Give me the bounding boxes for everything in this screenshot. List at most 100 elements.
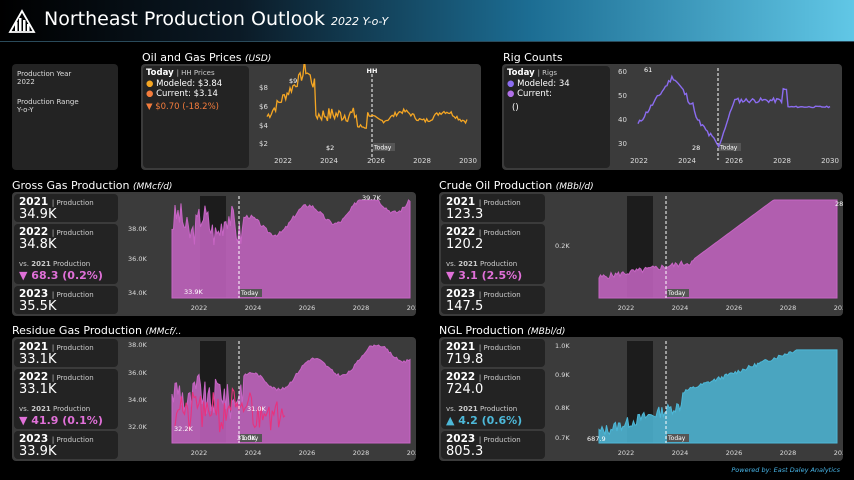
filter-panel: Production Year 2022 Production Range Y-… — [12, 64, 118, 170]
crude-panel: 2021 | Production 123.3 2022 | Productio… — [439, 192, 843, 316]
y-tick: 1.0K — [555, 342, 570, 350]
hh-label: HH — [367, 67, 378, 75]
price-line — [266, 64, 468, 129]
today-marker: Today — [240, 435, 259, 442]
production-year-select[interactable]: 2022 — [17, 78, 35, 86]
production-area — [598, 349, 838, 444]
x-tick: 2028 — [780, 304, 797, 312]
x-tick: 2030 — [459, 157, 477, 165]
today-tag — [719, 143, 741, 151]
y-tick: $2 — [259, 140, 268, 148]
ngl-kpi-2023: 2023 | Production 805.3 — [441, 431, 545, 459]
data-label: 31.0K — [237, 434, 256, 442]
rigs-panel: Today | Rigs ● Modeled: 34 ● Current: ()… — [502, 64, 842, 170]
today-marker: Today — [373, 145, 392, 152]
x-tick: 2022 — [618, 449, 635, 457]
residue-chart[interactable]: Today 38.0K 36.0K 34.0K 32.0K 2022 2024 2026 202… — [120, 337, 416, 461]
x-tick: 2022 — [618, 304, 635, 312]
y-tick: 0.9K — [555, 371, 570, 379]
y-tick: 38.0K — [128, 225, 147, 233]
x-tick: 2028 — [413, 157, 431, 165]
page-title: Northeast Production Outlook 2022 Y-o-Y — [44, 8, 389, 30]
rigs-today-label: Today | Rigs — [507, 68, 558, 78]
x-tick: 2030 — [407, 449, 416, 457]
x-tick: 2026 — [299, 304, 316, 312]
prices-chart[interactable]: HH Today $9 $2 $8 $6 $4 $2 2022 2024 202… — [249, 64, 481, 170]
x-tick: 2030 — [821, 157, 839, 165]
ngl-chart[interactable]: Today 1.0K 0.9K 0.8K 0.7K 2022 2024 2026 2028 203… — [547, 337, 843, 461]
page-subtitle: 2022 Y-o-Y — [330, 15, 389, 28]
data-label: 33.9K — [184, 288, 203, 296]
rigs-current: ● Current: — [507, 89, 552, 99]
residue-panel: 2021 | Production 33.1K 2022 | Productio… — [12, 337, 416, 461]
x-tick: 2026 — [367, 157, 385, 165]
y-tick: 36.0K — [128, 369, 147, 377]
x-tick: 2024 — [245, 449, 262, 457]
today-marker: Today — [667, 435, 686, 442]
data-label: 687.9 — [587, 435, 606, 443]
ngl-panel: 2021 | Production 719.8 2022 | Productio… — [439, 337, 843, 461]
production-range-label: Production Range — [17, 98, 79, 106]
data-label: 32.2K — [174, 425, 193, 433]
data-label: 286.5 — [835, 200, 843, 208]
production-area — [598, 199, 838, 299]
gross-kpi-2023: 2023 | Production 35.5K — [14, 286, 118, 314]
company-logo-icon — [8, 9, 36, 33]
prices-current: ● Current: $3.14 — [146, 89, 218, 99]
gross-panel: 2021 | Production 34.9K 2022 | Productio… — [12, 192, 416, 316]
x-tick: 2026 — [299, 449, 316, 457]
today-tag — [240, 289, 262, 297]
x-tick: 2028 — [773, 157, 791, 165]
ngl-kpi-2021: 2021 | Production 719.8 — [441, 339, 545, 367]
y-tick: 32.0K — [128, 423, 147, 431]
gross-chart[interactable]: Today 38.0K 36.0K 34.0K 2022 2024 2026 2028 2030… — [120, 192, 416, 316]
rigs-title: Rig Counts — [503, 51, 563, 64]
today-tag — [240, 434, 262, 442]
y-tick: 0.7K — [555, 434, 570, 442]
gross-title: Gross Gas Production (MMcf/d) — [12, 179, 173, 192]
dashboard-header: Northeast Production Outlook 2022 Y-o-Y — [0, 0, 854, 42]
prices-modeled: ● Modeled: $3.84 — [146, 79, 223, 89]
prices-kpi-card: Today | HH Prices ● Modeled: $3.84 ● Cur… — [143, 66, 249, 168]
gross-kpi-2022: 2022 | Production 34.8K vs. 2021 Product… — [14, 224, 118, 284]
crude-kpi-2021: 2021 | Production 123.3 — [441, 194, 545, 222]
x-tick: 2024 — [672, 304, 689, 312]
y-tick: 60 — [618, 68, 627, 76]
x-tick: 2024 — [672, 449, 689, 457]
x-tick: 2024 — [320, 157, 338, 165]
production-year-label: Production Year — [17, 70, 72, 78]
crude-kpi-2022: 2022 | Production 120.2 vs. 2021 Product… — [441, 224, 545, 284]
low-label: 28 — [692, 144, 700, 152]
x-tick: 2022 — [191, 449, 208, 457]
ngl-title: NGL Production (MBbl/d) — [439, 324, 566, 337]
x-tick: 2026 — [725, 157, 743, 165]
prices-today-label: Today | HH Prices — [146, 68, 215, 78]
residue-kpi-2022: 2022 | Production 33.1K vs. 2021 Product… — [14, 369, 118, 429]
y-tick: $8 — [259, 84, 268, 92]
y-tick: 38.0K — [128, 341, 147, 349]
y-tick: 36.0K — [128, 255, 147, 263]
today-marker: Today — [719, 145, 738, 152]
x-tick: 2028 — [780, 449, 797, 457]
production-range-select[interactable]: Y-o-Y — [17, 106, 34, 114]
residue-kpi-2023: 2023 | Production 33.9K — [14, 431, 118, 459]
today-marker: Today — [667, 290, 686, 297]
y-tick: 34.0K — [128, 289, 147, 297]
x-tick: 2026 — [726, 304, 743, 312]
x-tick: 2028 — [353, 304, 370, 312]
rigs-chart[interactable]: Today 61 28 60 50 40 30 2022 2024 2026 2… — [610, 64, 842, 170]
data-label: 31.0K — [247, 405, 266, 413]
x-tick: 2024 — [678, 157, 696, 165]
y-tick: 50 — [618, 92, 627, 100]
production-area — [171, 199, 411, 299]
peak-label: 61 — [644, 66, 652, 74]
crude-chart[interactable]: Today 0.2K 2022 2024 2026 2028 2030 286.5 — [547, 192, 843, 316]
actual-line — [174, 387, 286, 433]
x-tick: 2022 — [630, 157, 648, 165]
prices-title: Oil and Gas Prices (USD) — [142, 51, 272, 64]
rig-line — [637, 74, 831, 148]
x-tick: 2022 — [191, 304, 208, 312]
y-tick: 34.0K — [128, 396, 147, 404]
y-tick: $6 — [259, 103, 268, 111]
today-tag — [667, 434, 689, 442]
